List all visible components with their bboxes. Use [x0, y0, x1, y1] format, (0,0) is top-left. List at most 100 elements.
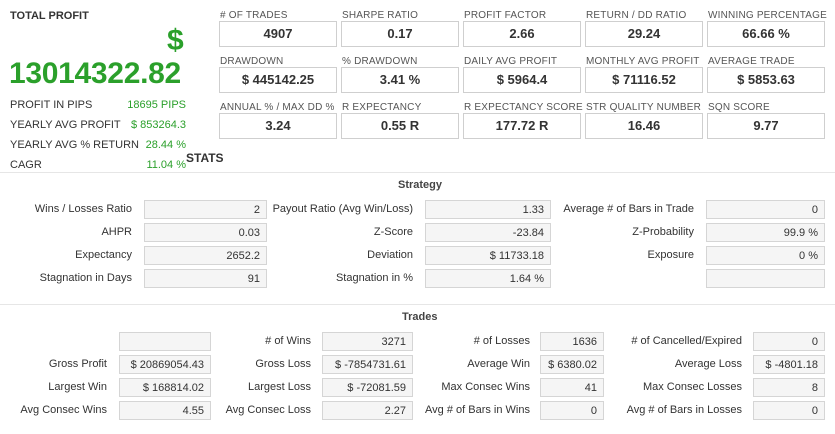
- metric-average-trade: $ 5853.63: [707, 67, 825, 93]
- trade-label: Max Consec Losses: [642, 381, 742, 393]
- trade-largest-win: $ 168814.02: [119, 378, 211, 397]
- yearly-avg-return-value: 28.44 %: [145, 139, 186, 151]
- metric-label: AVERAGE TRADE: [708, 56, 795, 67]
- stat-deviation: $ 11733.18: [425, 246, 551, 265]
- trade-label: # of Cancelled/Expired: [631, 335, 742, 347]
- metric-label: MONTHLY AVG PROFIT: [586, 56, 700, 67]
- metric-sharpe-ratio: 0.17: [341, 21, 459, 47]
- metric-sqn-score: 9.77: [707, 113, 825, 139]
- trade-label: Gross Loss: [255, 358, 311, 370]
- profit-in-pips-label: PROFIT IN PIPS: [10, 99, 93, 111]
- divider: [0, 172, 835, 173]
- metric-annual-max-dd: 3.24: [219, 113, 337, 139]
- metric-label: % DRAWDOWN: [342, 56, 418, 67]
- metric-profit-factor: 2.66: [463, 21, 581, 47]
- stat-wins-losses-ratio: 2: [144, 200, 267, 219]
- trade-cancelled-expired: 0: [753, 332, 825, 351]
- total-profit-value: 13014322.82: [9, 57, 181, 90]
- stat-label: Exposure: [647, 249, 694, 261]
- stat-label: Deviation: [367, 249, 413, 261]
- yearly-avg-profit-label: YEARLY AVG PROFIT: [10, 119, 121, 131]
- trade-label: # of Wins: [265, 335, 311, 347]
- divider: [0, 304, 835, 305]
- profit-in-pips-row: PROFIT IN PIPS 18695 PIPS: [10, 99, 186, 117]
- yearly-avg-profit-value: $ 853264.3: [130, 119, 186, 131]
- metric-label: R EXPECTANCY: [342, 102, 422, 113]
- metric-label: DRAWDOWN: [220, 56, 284, 67]
- trade-label: Largest Loss: [248, 381, 311, 393]
- trade-avg-consec-loss: 2.27: [322, 401, 413, 420]
- trade-label: Avg Consec Loss: [225, 404, 311, 416]
- yearly-avg-return-row: YEARLY AVG % RETURN 28.44 %: [10, 139, 186, 157]
- trade-average-loss: $ -4801.18: [753, 355, 825, 374]
- stat-z-score: -23.84: [425, 223, 551, 242]
- trade-label: Avg # of Bars in Wins: [425, 404, 530, 416]
- stat-stagnation-percent: 1.64 %: [425, 269, 551, 288]
- total-profit-title: TOTAL PROFIT: [10, 10, 89, 22]
- metric-label: R EXPECTANCY SCORE: [464, 102, 583, 113]
- cagr-value: 11.04 %: [146, 159, 186, 171]
- metric-label: DAILY AVG PROFIT: [464, 56, 558, 67]
- stat-label: Z-Probability: [632, 226, 694, 238]
- metric-label: RETURN / DD RATIO: [586, 10, 687, 21]
- metric-label: SQN SCORE: [708, 102, 770, 113]
- trade-label: Max Consec Wins: [441, 381, 530, 393]
- stat-label: Wins / Losses Ratio: [34, 203, 132, 215]
- stat-empty-cell: [706, 269, 825, 288]
- stat-label: Stagnation in %: [335, 272, 413, 284]
- trade-gross-profit: $ 20869054.43: [119, 355, 211, 374]
- currency-symbol: $: [167, 24, 184, 57]
- metric-label: # OF TRADES: [220, 10, 288, 21]
- metric-percent-drawdown: 3.41 %: [341, 67, 459, 93]
- trade-gross-loss: $ -7854731.61: [322, 355, 413, 374]
- trade-label: Average Loss: [674, 358, 742, 370]
- yearly-avg-return-label: YEARLY AVG % RETURN: [10, 139, 139, 151]
- stat-label: Average # of Bars in Trade: [563, 203, 694, 215]
- stats-heading: STATS: [186, 151, 224, 165]
- stat-label: Stagnation in Days: [39, 272, 132, 284]
- stat-label: Payout Ratio (Avg Win/Loss): [272, 203, 413, 215]
- stat-payout-ratio: 1.33: [425, 200, 551, 219]
- trade-avg-consec-wins: 4.55: [119, 401, 211, 420]
- metric-label: PROFIT FACTOR: [464, 10, 547, 21]
- trade-empty-cell: [119, 332, 211, 351]
- stat-avg-bars-in-trade: 0: [706, 200, 825, 219]
- metric-monthly-avg-profit: $ 71116.52: [585, 67, 703, 93]
- trade-label: Avg Consec Wins: [20, 404, 107, 416]
- trade-losses-count: 1636: [540, 332, 604, 351]
- stat-label: AHPR: [101, 226, 132, 238]
- profit-in-pips-value: 18695 PIPS: [127, 99, 186, 111]
- strategy-section-title: Strategy: [398, 179, 443, 191]
- trade-label: Gross Profit: [48, 358, 107, 370]
- yearly-avg-profit-row: YEARLY AVG PROFIT $ 853264.3: [10, 119, 186, 137]
- stat-ahpr: 0.03: [144, 223, 267, 242]
- trade-label: Average Win: [467, 358, 530, 370]
- metric-label: STR QUALITY NUMBER: [586, 102, 702, 113]
- metric-trades-count: 4907: [219, 21, 337, 47]
- trade-avg-bars-in-losses: 0: [753, 401, 825, 420]
- trade-label: Avg # of Bars in Losses: [626, 404, 742, 416]
- trade-max-consec-wins: 41: [540, 378, 604, 397]
- trade-average-win: $ 6380.02: [540, 355, 604, 374]
- trade-max-consec-losses: 8: [753, 378, 825, 397]
- stat-expectancy: 2652.2: [144, 246, 267, 265]
- metric-label: ANNUAL % / MAX DD %: [220, 102, 335, 113]
- trade-label: # of Losses: [473, 335, 530, 347]
- trade-avg-bars-in-wins: 0: [540, 401, 604, 420]
- stat-label: Z-Score: [373, 226, 413, 238]
- metric-label: SHARPE RATIO: [342, 10, 419, 21]
- metric-drawdown: $ 445142.25: [219, 67, 337, 93]
- metric-daily-avg-profit: $ 5964.4: [463, 67, 581, 93]
- stat-exposure: 0 %: [706, 246, 825, 265]
- metric-str-quality-number: 16.46: [585, 113, 703, 139]
- metric-winning-percentage: 66.66 %: [707, 21, 825, 47]
- cagr-row: CAGR 11.04 %: [10, 159, 186, 177]
- stat-z-probability: 99.9 %: [706, 223, 825, 242]
- trade-largest-loss: $ -72081.59: [322, 378, 413, 397]
- metric-label: WINNING PERCENTAGE: [708, 10, 827, 21]
- metric-r-expectancy: 0.55 R: [341, 113, 459, 139]
- trades-section-title: Trades: [402, 311, 438, 323]
- metric-r-expectancy-score: 177.72 R: [463, 113, 581, 139]
- metric-return-dd-ratio: 29.24: [585, 21, 703, 47]
- cagr-label: CAGR: [10, 159, 42, 171]
